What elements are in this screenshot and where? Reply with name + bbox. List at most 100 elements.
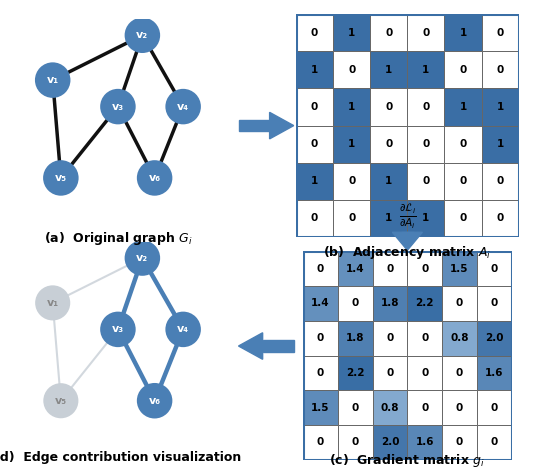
Text: 0.8: 0.8 [381,402,399,413]
Bar [442,321,477,356]
Text: 0: 0 [421,368,428,378]
Text: 1.6: 1.6 [415,438,434,447]
Text: 0: 0 [421,333,428,343]
Text: v₄: v₄ [177,324,189,334]
Text: 0: 0 [352,402,359,413]
Bar [370,163,407,200]
Bar [333,200,370,237]
Text: 1: 1 [459,28,467,38]
Text: 0: 0 [459,65,467,75]
Bar [296,89,333,126]
Bar [442,356,477,390]
Polygon shape [263,340,294,352]
Bar [373,356,407,390]
Text: 0: 0 [348,213,355,223]
Text: 0: 0 [496,213,504,223]
Bar [333,163,370,200]
Text: 1.4: 1.4 [346,264,364,273]
Text: 1: 1 [311,65,318,75]
Text: v₆: v₆ [148,173,161,183]
Bar [338,356,373,390]
Bar [407,163,444,200]
Bar [477,425,512,460]
Bar [407,51,444,89]
Bar [444,14,482,51]
Text: 0: 0 [456,402,463,413]
Bar [373,286,407,321]
Text: 0: 0 [459,213,467,223]
Bar [338,286,373,321]
Circle shape [44,384,78,418]
Text: 1: 1 [385,213,392,223]
Text: $\frac{\partial \mathcal{L}_i}{\partial A_i}$: $\frac{\partial \mathcal{L}_i}{\partial … [399,203,416,232]
Text: 1: 1 [385,176,392,186]
Text: 1: 1 [311,176,318,186]
Text: v₅: v₅ [55,396,67,406]
Text: 0: 0 [490,402,498,413]
Bar [370,89,407,126]
Bar [303,321,338,356]
Bar [442,286,477,321]
Text: (d)  Edge contribution visualization: (d) Edge contribution visualization [0,451,242,464]
Circle shape [138,384,172,418]
Text: 1: 1 [496,139,504,149]
Bar [296,200,333,237]
Text: 0: 0 [311,213,318,223]
Text: 0: 0 [317,264,324,273]
Bar [482,126,519,163]
Text: 0.8: 0.8 [450,333,469,343]
Bar [444,200,482,237]
Bar [338,425,373,460]
Bar [477,251,512,286]
Circle shape [125,241,159,275]
Bar [444,163,482,200]
Text: 0: 0 [385,102,392,112]
Bar [482,163,519,200]
Text: 0: 0 [459,176,467,186]
Text: 1.8: 1.8 [346,333,364,343]
Text: 1: 1 [348,102,355,112]
Circle shape [36,286,69,319]
Text: 0: 0 [352,298,359,309]
Text: 1.5: 1.5 [450,264,469,273]
Bar [482,51,519,89]
Text: 1: 1 [348,139,355,149]
Text: 0: 0 [386,333,393,343]
Text: 0: 0 [422,28,429,38]
Text: 0: 0 [456,368,463,378]
Text: 0: 0 [421,402,428,413]
Text: 0: 0 [317,333,324,343]
Text: 1.5: 1.5 [311,402,330,413]
Bar [333,89,370,126]
Text: 1.6: 1.6 [485,368,503,378]
Bar [303,251,338,286]
Bar [444,51,482,89]
Bar [442,390,477,425]
Circle shape [138,161,172,195]
Circle shape [101,90,135,123]
Bar [296,126,333,163]
Bar [407,200,444,237]
Polygon shape [392,232,422,250]
Text: 0: 0 [352,438,359,447]
Bar [373,425,407,460]
Text: 1.8: 1.8 [381,298,399,309]
Text: 0: 0 [422,139,429,149]
Bar [407,356,442,390]
Bar [303,356,338,390]
Bar [338,390,373,425]
Text: 0: 0 [386,368,393,378]
Text: 0: 0 [456,298,463,309]
Text: 1: 1 [348,28,355,38]
Bar [373,390,407,425]
Polygon shape [239,333,263,359]
Bar [338,251,373,286]
Text: 0: 0 [311,28,318,38]
Bar [477,321,512,356]
Text: 1: 1 [422,65,429,75]
Text: 0: 0 [317,368,324,378]
Bar [303,425,338,460]
Text: v₃: v₃ [112,324,124,334]
Text: v₂: v₂ [136,253,148,263]
Text: 1.4: 1.4 [311,298,330,309]
